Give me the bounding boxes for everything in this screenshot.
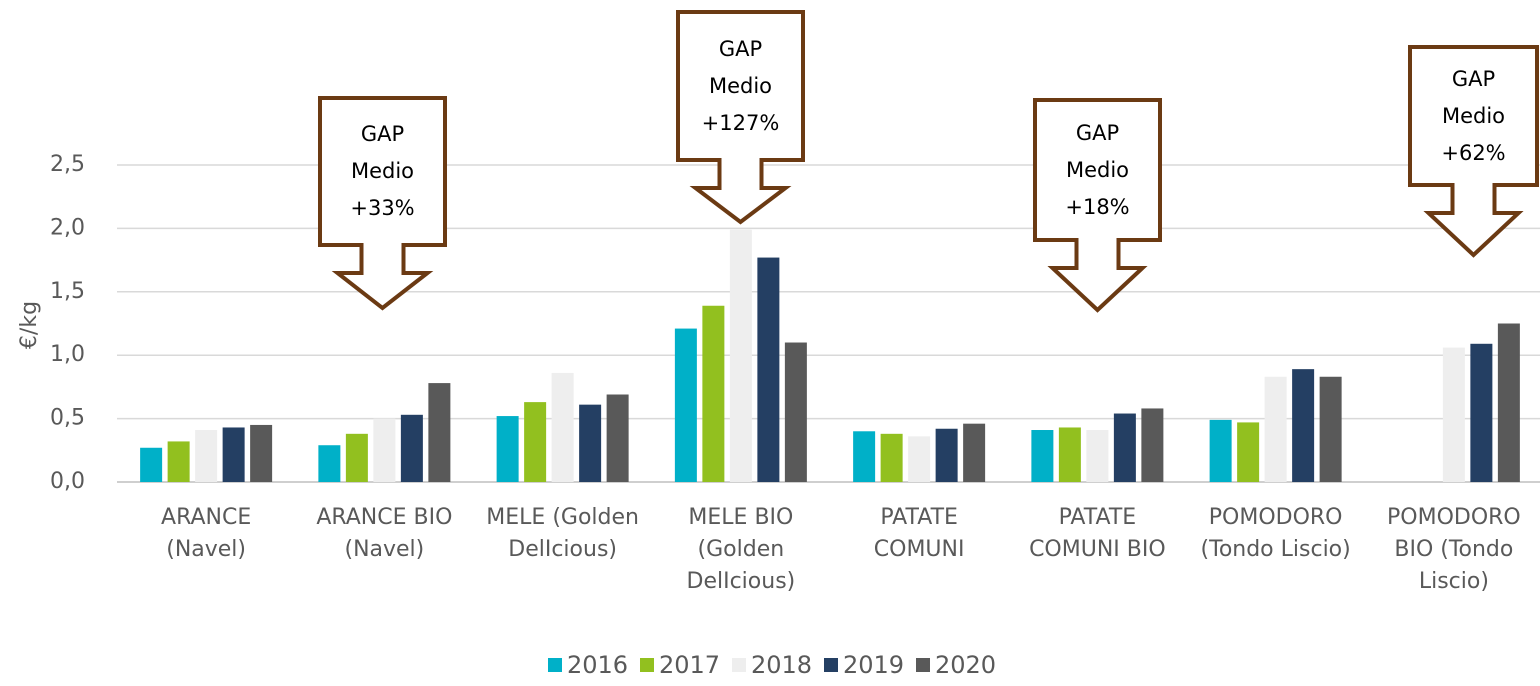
bar [250,424,273,482]
bar [1319,376,1342,482]
bar [496,416,519,482]
legend-swatch [640,658,654,672]
bar [222,427,245,482]
bar [784,342,807,482]
callout-arrow [1033,98,1162,313]
annotation: GAP Medio +33% [350,122,415,220]
bar [318,445,341,482]
bar [373,418,396,482]
x-tick-label: POMODORO BIO (Tondo Liscio) [1387,505,1521,594]
x-tick-label: MELE (Golden DelIcious) [486,505,639,562]
bar [853,431,876,482]
y-tick-label: 2,5 [50,152,85,177]
annotation: GAP Medio +62% [1441,66,1506,165]
bar [1086,430,1109,482]
bar [1292,369,1315,482]
legend-label: 2017 [659,651,720,679]
bar [1031,430,1054,482]
bar [702,305,725,482]
y-axis-label: €/kg [17,301,42,349]
bar [195,430,218,482]
x-tick-label: ARANCE BIO (Navel) [316,505,453,562]
bar [1113,413,1136,482]
callout-arrow [318,96,447,311]
x-tick-label: MELE BIO (Golden DelIcious) [686,505,796,594]
bar [345,433,368,482]
legend-swatch [824,658,838,672]
bar [1470,343,1493,482]
bar [963,423,986,482]
bar [428,383,451,482]
bar [1209,419,1232,482]
bar [729,229,752,482]
bar [551,372,574,482]
bar [1264,376,1287,482]
y-tick-label: 1,5 [50,279,85,304]
bar [167,441,190,482]
y-tick-label: 0,5 [50,406,85,431]
x-tick-label: POMODORO (Tondo Liscio) [1200,505,1351,562]
x-tick-label: PATATE COMUNI BIO [1029,505,1166,562]
callout-arrow [676,10,805,225]
bar [524,402,547,482]
y-tick-label: 0,0 [50,469,85,494]
legend-label: 2020 [935,651,996,679]
x-tick-label: PATATE COMUNI [873,505,965,562]
bar [606,394,629,482]
bar [1237,422,1260,482]
bar [1497,323,1520,482]
bar [757,257,780,482]
bar [935,428,958,482]
legend-swatch [732,658,746,672]
legend-label: 2016 [567,651,628,679]
bar [880,433,903,482]
legend-swatch [548,658,562,672]
legend-label: 2019 [843,651,904,679]
legend-swatch [916,658,930,672]
bar [674,328,697,482]
y-tick-label: 1,0 [50,342,85,367]
legend-label: 2018 [751,651,812,679]
bar [1058,427,1081,482]
bar [400,414,423,482]
annotation: GAP Medio +18% [1065,120,1130,219]
y-tick-label: 2,0 [50,215,85,240]
bar [1442,347,1465,482]
annotation: GAP Medio +127% [701,36,780,135]
bar [1141,408,1164,482]
bar [908,436,931,482]
x-tick-label: ARANCE (Navel) [161,505,252,562]
callout-arrow [1408,45,1539,258]
bar [140,447,163,482]
bar [579,404,602,482]
